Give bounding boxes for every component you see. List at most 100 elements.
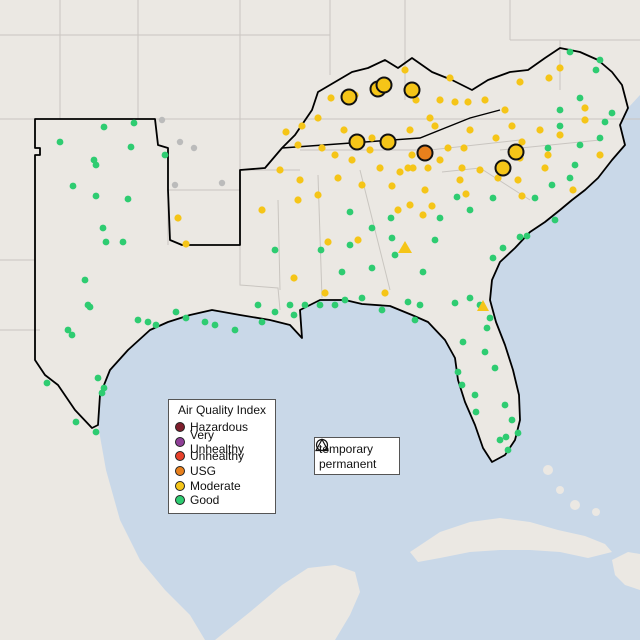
very-unhealthy-swatch bbox=[175, 436, 185, 447]
good-monitor bbox=[531, 194, 539, 202]
island bbox=[570, 500, 580, 510]
legend-label: USG bbox=[190, 464, 217, 479]
moderate-monitor bbox=[388, 182, 396, 190]
good-monitor bbox=[459, 338, 467, 346]
moderate-monitor bbox=[394, 206, 402, 214]
moderate-monitor bbox=[381, 289, 389, 297]
monitor-type-legend: temporary permanent bbox=[314, 437, 400, 475]
moderate-monitor bbox=[481, 96, 489, 104]
moderate-monitor bbox=[282, 128, 290, 136]
moderate-monitor bbox=[396, 168, 404, 176]
moderate-monitor bbox=[556, 64, 564, 72]
temporary-moderate-monitor bbox=[494, 159, 512, 177]
good-monitor bbox=[419, 268, 427, 276]
moderate-monitor bbox=[318, 144, 326, 152]
good-monitor bbox=[566, 174, 574, 182]
state-border bbox=[239, 245, 281, 311]
moderate-monitor bbox=[368, 134, 376, 142]
moderate-monitor bbox=[366, 146, 374, 154]
moderate-monitor bbox=[514, 176, 522, 184]
legend-item-permanent: permanent bbox=[315, 438, 395, 471]
good-monitor bbox=[92, 428, 100, 436]
moderate-monitor bbox=[406, 126, 414, 134]
good-monitor bbox=[134, 316, 142, 324]
moderate-monitor bbox=[348, 156, 356, 164]
temporary-moderate-monitor bbox=[340, 88, 358, 106]
good-monitor bbox=[127, 143, 135, 151]
good-monitor bbox=[501, 401, 509, 409]
state-border bbox=[277, 199, 281, 291]
good-monitor bbox=[231, 326, 239, 334]
good-monitor bbox=[571, 161, 579, 169]
moderate-monitor bbox=[426, 114, 434, 122]
good-monitor bbox=[481, 348, 489, 356]
triangle-icon bbox=[315, 438, 329, 452]
good-monitor bbox=[489, 194, 497, 202]
good-monitor bbox=[346, 208, 354, 216]
moderate-monitor bbox=[421, 186, 429, 194]
no-data-monitor bbox=[158, 116, 166, 124]
good-monitor bbox=[551, 216, 559, 224]
moderate-monitor bbox=[340, 126, 348, 134]
moderate-monitor bbox=[536, 126, 544, 134]
moderate-monitor bbox=[321, 289, 329, 297]
region-boundary bbox=[34, 47, 629, 463]
good-monitor bbox=[144, 318, 152, 326]
good-monitor bbox=[358, 294, 366, 302]
moderate-monitor bbox=[258, 206, 266, 214]
permanent-moderate-monitor bbox=[477, 300, 489, 311]
moderate-monitor bbox=[294, 196, 302, 204]
moderate-monitor bbox=[324, 238, 332, 246]
good-monitor bbox=[254, 301, 262, 309]
good-monitor bbox=[451, 299, 459, 307]
moderate-monitor bbox=[424, 164, 432, 172]
moderate-monitor bbox=[376, 164, 384, 172]
temporary-moderate-monitor bbox=[507, 143, 525, 161]
legend-title: Air Quality Index bbox=[177, 403, 267, 417]
temporary-usg-monitor bbox=[416, 144, 434, 162]
moderate-monitor bbox=[358, 181, 366, 189]
hispaniola bbox=[612, 552, 640, 590]
legend-label: Moderate bbox=[190, 478, 241, 493]
good-monitor bbox=[471, 391, 479, 399]
good-monitor bbox=[211, 321, 219, 329]
good-monitor bbox=[182, 314, 190, 322]
good-monitor bbox=[502, 433, 510, 441]
moderate-monitor bbox=[464, 98, 472, 106]
legend-label: Good bbox=[190, 493, 220, 508]
good-monitor bbox=[508, 416, 516, 424]
no-data-monitor bbox=[218, 179, 226, 187]
legend-label: Unhealthy bbox=[190, 449, 245, 464]
good-monitor bbox=[119, 238, 127, 246]
good-monitor bbox=[64, 326, 72, 334]
state-border bbox=[359, 169, 391, 291]
moderate-monitor bbox=[296, 176, 304, 184]
moderate-monitor bbox=[460, 144, 468, 152]
legend-label: Hazardous bbox=[190, 420, 249, 435]
good-monitor bbox=[81, 276, 89, 284]
moderate-monitor bbox=[446, 74, 454, 82]
moderate-monitor bbox=[409, 164, 417, 172]
good-monitor bbox=[576, 94, 584, 102]
good-monitor bbox=[100, 123, 108, 131]
moderate-monitor bbox=[334, 174, 342, 182]
moderate-monitor bbox=[436, 156, 444, 164]
good-monitor bbox=[596, 134, 604, 142]
moderate-monitor bbox=[544, 151, 552, 159]
legend-item-hazardous: Hazardous bbox=[175, 420, 269, 435]
good-monitor bbox=[466, 206, 474, 214]
moderate-monitor bbox=[404, 164, 412, 172]
moderate-monitor bbox=[545, 74, 553, 82]
moderate-monitor bbox=[314, 191, 322, 199]
good-monitor bbox=[608, 109, 616, 117]
good-monitor bbox=[491, 364, 499, 372]
good-monitor bbox=[271, 246, 279, 254]
good-monitor bbox=[86, 303, 94, 311]
moderate-monitor bbox=[458, 164, 466, 172]
legend-item-temporary: temporary bbox=[315, 438, 395, 456]
moderate-monitor bbox=[581, 116, 589, 124]
good-monitor bbox=[92, 192, 100, 200]
moderate-monitor bbox=[518, 138, 526, 146]
